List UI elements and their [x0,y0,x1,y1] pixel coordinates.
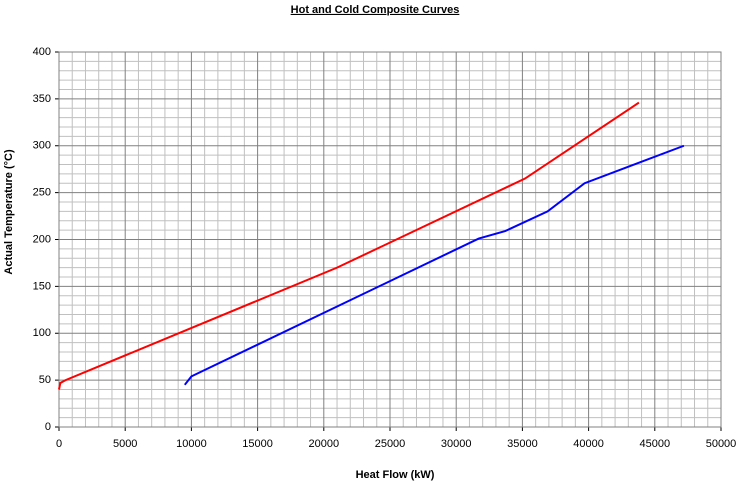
x-axis-title: Heat Flow (kW) [356,469,435,481]
x-tick-label: 50000 [706,438,737,450]
x-tick-label: 35000 [507,438,538,450]
x-tick-label: 40000 [573,438,604,450]
y-axis-title: Actual Temperature (°C) [3,149,15,275]
series-line [58,101,640,390]
x-tick-label: 10000 [176,438,207,450]
x-tick-label: 5000 [113,438,137,450]
y-tick-label: 350 [33,93,51,105]
series-line [183,144,685,386]
y-tick-label: 400 [33,46,51,58]
x-tick-label: 0 [56,438,62,450]
y-tick-label: 200 [33,233,51,245]
x-tick-label: 25000 [375,438,406,450]
plot-border [58,51,722,428]
x-tick-label: 45000 [640,438,671,450]
y-tick-label: 50 [39,374,51,386]
x-tick-label: 30000 [441,438,472,450]
x-tick-label: 20000 [309,438,340,450]
y-tick-label: 150 [33,280,51,292]
x-tick-label: 15000 [242,438,273,450]
y-tick-label: 100 [33,327,51,339]
y-tick-label: 0 [45,421,51,433]
chart-title: Hot and Cold Composite Curves [291,4,460,16]
y-tick-label: 250 [33,187,51,199]
y-tick-label: 300 [33,140,51,152]
